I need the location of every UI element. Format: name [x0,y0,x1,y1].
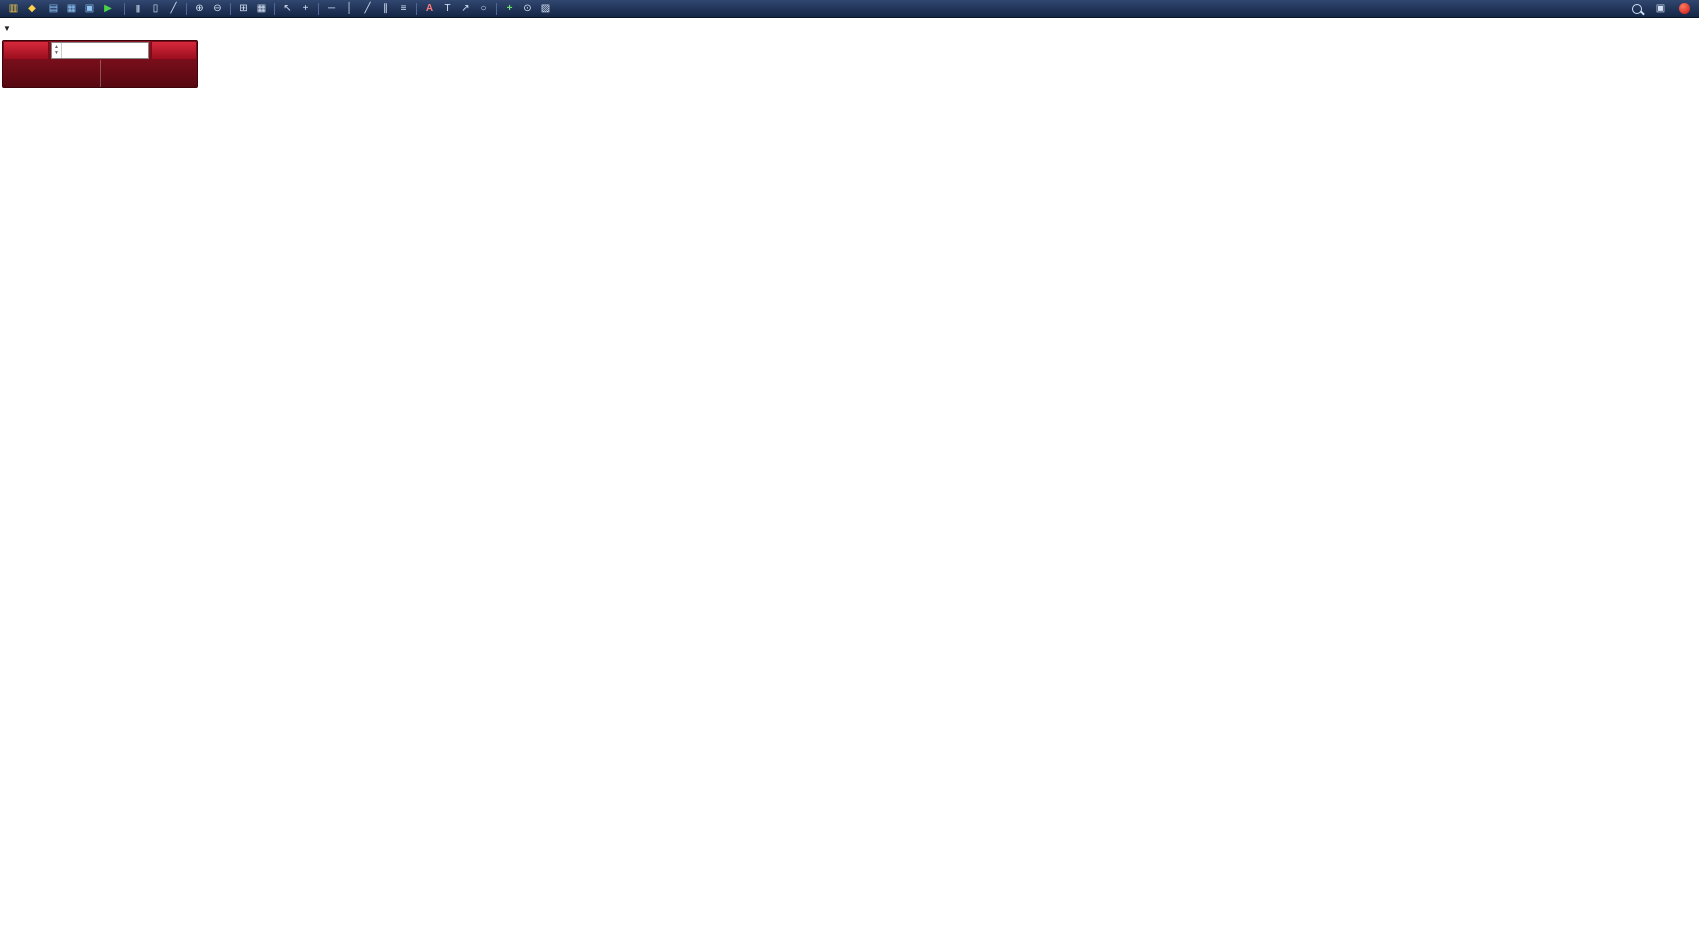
volume-value[interactable] [62,43,148,58]
chart-window-icon[interactable]: ▥ [8,2,19,14]
zoom-out-icon[interactable]: ⊖ [213,2,222,14]
buy-button[interactable] [151,41,197,60]
template-icon[interactable]: ▨ [540,2,551,14]
vertical-line-icon[interactable]: │ [346,2,353,14]
rsi-label [3,696,8,708]
zoom-in-icon[interactable]: ⊕ [195,2,204,14]
arrow-tool-icon[interactable]: ↗ [461,2,470,14]
status-badge[interactable] [1679,3,1690,14]
chart-profile-icon[interactable]: ▤ [48,2,59,14]
toolbar-right-group: ▣ [1632,1,1694,16]
toolbar-separator [230,2,231,15]
sell-price[interactable] [3,60,100,87]
chart-title [14,23,20,35]
trade-panel-prices [3,60,197,87]
trade-panel-controls: ▲ ▼ [3,41,197,60]
search-icon[interactable] [1632,3,1642,14]
new-order-icon: ◆ [28,2,36,14]
bar-chart-icon[interactable]: ||| [135,3,140,13]
one-click-collapse-arrow[interactable]: ▼ [3,24,11,33]
new-chart-icon[interactable]: ⊞ [239,2,248,14]
line-chart-icon[interactable]: ╱ [170,2,177,14]
panels-icon[interactable]: ▣ [1655,2,1666,14]
text-label-icon[interactable]: T [444,2,451,14]
toolbar-separator [416,2,417,15]
macd-label [3,550,13,562]
toolbar-separator [318,2,319,15]
trendline-icon[interactable]: ╱ [364,2,371,14]
main-toolbar: ▥ ◆ ▤ ▦ ▣ ▶ ||| ▯ ╱ ⊕ ⊖ ⊞ ▦ ↖ + ─ │ ╱ ∥ … [0,0,1699,18]
toolbar-separator [124,2,125,15]
indicators-icon[interactable]: + [506,2,513,14]
volume-spinner-arrows[interactable]: ▲ ▼ [52,43,62,58]
toolbar-separator [496,2,497,15]
market-watch-icon[interactable]: ▦ [66,2,77,14]
toolbar-separator [186,2,187,15]
horizontal-line-icon[interactable]: ─ [327,2,336,14]
new-order-button[interactable]: ◆ [23,1,44,16]
data-window-icon[interactable]: ▣ [84,2,95,14]
fibonacci-icon[interactable]: ≡ [400,2,407,14]
chart-grid-icon[interactable]: ▦ [256,2,267,14]
volume-stepper[interactable]: ▲ ▼ [51,42,149,59]
buy-price[interactable] [99,60,198,87]
auto-trading-button[interactable]: ▶ [99,1,120,16]
channel-icon[interactable]: ∥ [383,2,388,14]
candlestick-chart-icon[interactable]: ▯ [152,2,159,14]
sell-button[interactable] [3,41,49,60]
text-tool-icon[interactable]: A [425,2,434,14]
toolbar-separator [274,2,275,15]
crosshair-icon[interactable]: + [302,2,309,14]
period-icon[interactable]: ⊙ [523,2,532,14]
shapes-icon[interactable]: ○ [480,2,487,14]
one-click-trading-panel: ▲ ▼ [2,40,198,88]
cursor-icon[interactable]: ↖ [283,2,292,14]
auto-trading-play-icon: ▶ [104,2,112,14]
